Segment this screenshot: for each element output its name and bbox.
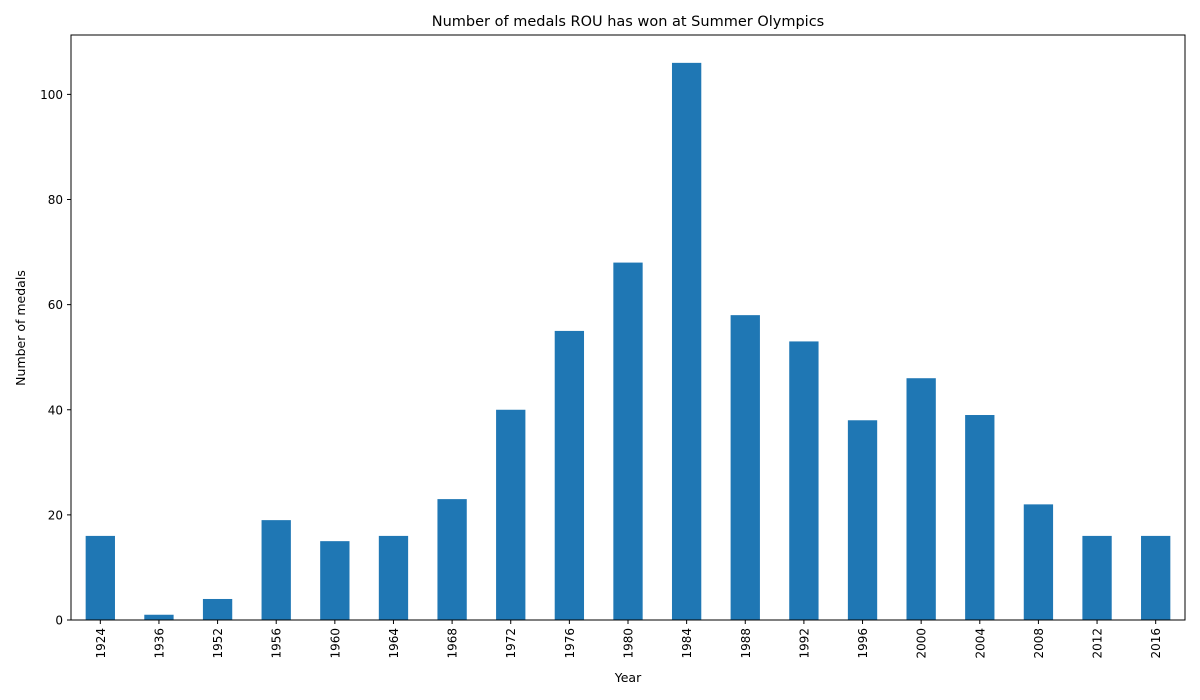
x-tick-label: 2012 xyxy=(1091,628,1105,659)
bar-1968 xyxy=(437,499,467,620)
x-tick-label: 1992 xyxy=(797,628,811,659)
x-tick-label: 1960 xyxy=(328,628,342,659)
bar-1980 xyxy=(613,262,643,620)
bar-2008 xyxy=(1023,504,1054,620)
bar-1992 xyxy=(789,341,819,620)
bar-1956 xyxy=(261,520,291,620)
bar-2000 xyxy=(906,378,936,620)
x-tick-label: 2008 xyxy=(1032,628,1046,659)
bar-1936 xyxy=(144,614,174,620)
bar-1976 xyxy=(554,330,585,620)
bar-2004 xyxy=(965,415,995,620)
bars-layer xyxy=(85,62,1171,621)
x-tick-label: 2000 xyxy=(915,628,929,659)
bar-1996 xyxy=(847,420,878,620)
bar-2012 xyxy=(1082,535,1112,620)
y-tick-label: 40 xyxy=(48,403,63,417)
x-tick-label: 1952 xyxy=(211,628,225,659)
bar-2016 xyxy=(1141,535,1171,620)
y-tick-label: 0 xyxy=(55,614,63,628)
x-axis-label: Year xyxy=(614,670,642,685)
x-tick-label: 1984 xyxy=(680,628,694,659)
x-tick-label: 1988 xyxy=(739,628,753,659)
x-tick-label: 1972 xyxy=(504,628,518,659)
y-tick-label: 60 xyxy=(48,298,63,312)
y-tick-label: 20 xyxy=(48,508,63,522)
x-tick-label: 1968 xyxy=(446,628,460,659)
x-tick-label: 1976 xyxy=(563,628,577,659)
bar-1964 xyxy=(378,535,409,620)
bar-1984 xyxy=(671,62,702,621)
chart-title: Number of medals ROU has won at Summer O… xyxy=(432,14,824,30)
bar-1960 xyxy=(320,541,350,620)
x-tick-label: 1964 xyxy=(387,628,401,659)
x-tick-label: 1924 xyxy=(94,628,108,659)
y-tick-label: 100 xyxy=(40,88,63,102)
x-tick-label: 1996 xyxy=(856,628,870,659)
y-tick-label: 80 xyxy=(48,193,63,207)
bar-1952 xyxy=(202,598,233,620)
bar-1924 xyxy=(85,535,115,620)
y-axis-label: Number of medals xyxy=(13,270,28,386)
x-tick-label: 1956 xyxy=(270,628,284,659)
x-tick-label: 1980 xyxy=(622,628,636,659)
axes-layer: 0 20 40 60 80 100 1924 1936 1952 1956 1960 1964 1968… xyxy=(40,34,1186,659)
bar-1988 xyxy=(730,315,760,620)
x-tick-label: 2016 xyxy=(1149,628,1163,659)
x-tick-label: 2004 xyxy=(973,628,987,659)
x-tick-label: 1936 xyxy=(152,628,166,659)
bar-1972 xyxy=(496,409,526,620)
